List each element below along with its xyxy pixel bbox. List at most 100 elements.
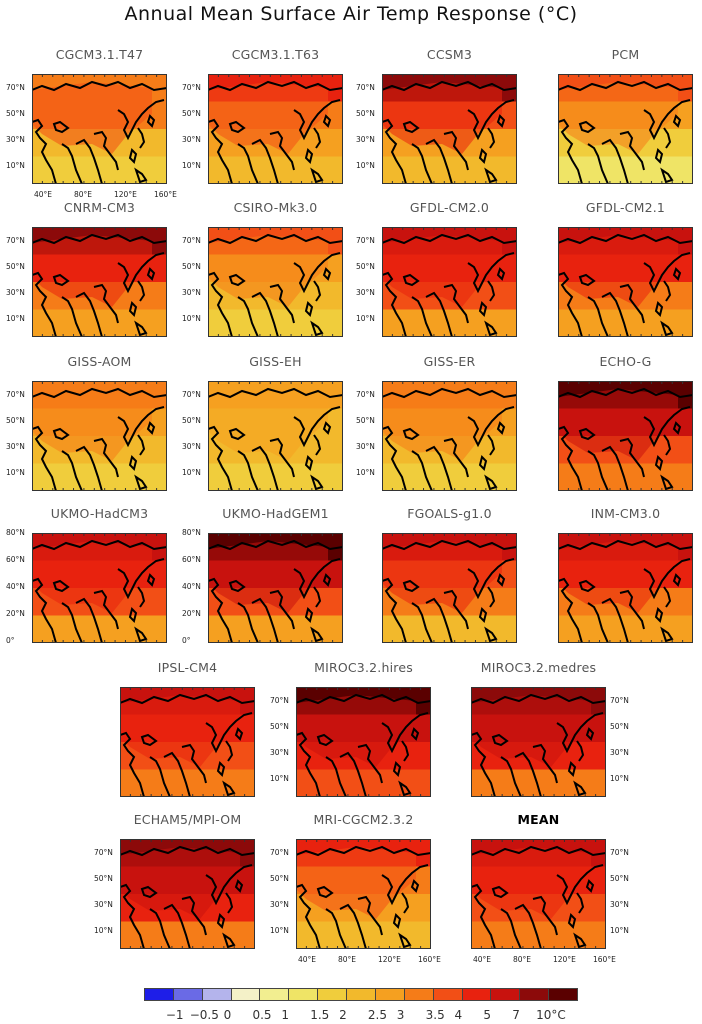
coastline bbox=[443, 589, 469, 630]
land-warming-region bbox=[382, 82, 502, 154]
latitude-label: 10°N bbox=[356, 161, 375, 170]
coastline bbox=[120, 883, 145, 949]
colorbar-label: 1.5 bbox=[310, 1008, 330, 1022]
coastline bbox=[52, 120, 70, 134]
coastline bbox=[487, 127, 496, 149]
panel-frame bbox=[120, 839, 255, 949]
coastline bbox=[216, 761, 226, 777]
latitude-label: 50°N bbox=[610, 874, 629, 883]
coastline bbox=[216, 913, 226, 929]
land-warming-region bbox=[382, 541, 502, 613]
latitude-label: 30°N bbox=[270, 748, 289, 757]
map-panel bbox=[32, 74, 167, 184]
coastline bbox=[304, 148, 314, 164]
coastline bbox=[61, 602, 83, 643]
latitude-label: 20°N bbox=[6, 609, 25, 618]
latitude-label: 10°N bbox=[610, 926, 629, 935]
latitude-label: 50°N bbox=[182, 416, 201, 425]
coastline bbox=[75, 138, 103, 184]
coastline bbox=[163, 751, 191, 797]
coastline bbox=[514, 903, 542, 949]
coastline bbox=[484, 626, 498, 643]
coastline bbox=[208, 118, 233, 184]
coastline bbox=[313, 434, 322, 456]
coastline bbox=[425, 138, 453, 184]
panel-frame bbox=[208, 533, 343, 643]
coastline bbox=[573, 780, 587, 797]
coastline bbox=[558, 118, 583, 184]
coastline bbox=[146, 114, 156, 128]
coastline bbox=[425, 597, 453, 643]
coastline bbox=[296, 731, 321, 797]
coastline bbox=[208, 233, 343, 245]
coastline bbox=[487, 586, 496, 608]
latitude-label: 50°N bbox=[6, 262, 25, 271]
coastline bbox=[117, 558, 165, 600]
panel-frame bbox=[558, 74, 693, 184]
coastline bbox=[228, 427, 246, 441]
coastline bbox=[137, 586, 146, 608]
coastline bbox=[146, 573, 156, 587]
coastline bbox=[558, 425, 583, 491]
coastline bbox=[601, 445, 629, 491]
latitude-label: 10°N bbox=[182, 161, 201, 170]
map-panel bbox=[558, 381, 693, 491]
land-warming-region bbox=[382, 389, 502, 461]
coastline bbox=[411, 143, 433, 184]
latitude-label: 30°N bbox=[270, 900, 289, 909]
panel-frame bbox=[558, 533, 693, 643]
coastline bbox=[556, 712, 604, 754]
colorbar-swatch bbox=[403, 988, 434, 1001]
coastline bbox=[411, 450, 433, 491]
coastline bbox=[237, 296, 259, 337]
panel-title: MIROC3.2.medres bbox=[480, 660, 597, 675]
land-warming-region bbox=[471, 695, 591, 767]
latitude-label: 70°N bbox=[6, 83, 25, 92]
coastline bbox=[578, 273, 596, 287]
panel-title: GISS-EH bbox=[249, 354, 302, 369]
map-panel bbox=[208, 74, 343, 184]
coastline bbox=[237, 602, 259, 643]
land-warming-region bbox=[32, 82, 152, 154]
panel-title: GFDL-CM2.0 bbox=[409, 200, 490, 215]
longitude-label: 80°E bbox=[513, 955, 532, 964]
latitude-label: 50°N bbox=[356, 262, 375, 271]
coastline bbox=[322, 114, 332, 128]
coastline bbox=[357, 743, 383, 784]
coastline bbox=[325, 908, 347, 949]
colorbar-swatch bbox=[519, 988, 550, 1001]
latitude-label: 10°N bbox=[94, 926, 113, 935]
coastline bbox=[382, 80, 517, 92]
coastline bbox=[619, 589, 645, 630]
coastline bbox=[117, 406, 165, 448]
colorbar-label: 0.5 bbox=[252, 1008, 272, 1022]
coastline bbox=[225, 892, 234, 914]
latitude-label: 50°N bbox=[356, 416, 375, 425]
coastline bbox=[478, 301, 488, 317]
coastline bbox=[120, 845, 255, 857]
map-panel bbox=[382, 74, 517, 184]
coastline bbox=[228, 579, 246, 593]
colorbar-swatch bbox=[230, 988, 261, 1001]
coastline bbox=[484, 167, 498, 184]
latitude-label: 20°N bbox=[182, 609, 201, 618]
coastline bbox=[52, 427, 70, 441]
coastline bbox=[251, 597, 279, 643]
coastline bbox=[619, 437, 645, 478]
panel-title: MRI-CGCM2.3.2 bbox=[313, 812, 414, 827]
panel-frame bbox=[208, 74, 343, 184]
colorbar-label: 2 bbox=[339, 1008, 347, 1022]
latitude-label: 80°N bbox=[182, 528, 201, 537]
latitude-label: 50°N bbox=[610, 722, 629, 731]
latitude-label: 70°N bbox=[182, 236, 201, 245]
coastline bbox=[146, 267, 156, 281]
coastline bbox=[663, 434, 672, 456]
coastline bbox=[576, 740, 585, 762]
coastline bbox=[208, 271, 233, 337]
coastline bbox=[532, 895, 558, 936]
colorbar-label: −0.5 bbox=[189, 1008, 219, 1022]
coastline bbox=[228, 273, 246, 287]
panel-frame bbox=[382, 74, 517, 184]
coastline bbox=[237, 143, 259, 184]
coastline bbox=[587, 143, 609, 184]
